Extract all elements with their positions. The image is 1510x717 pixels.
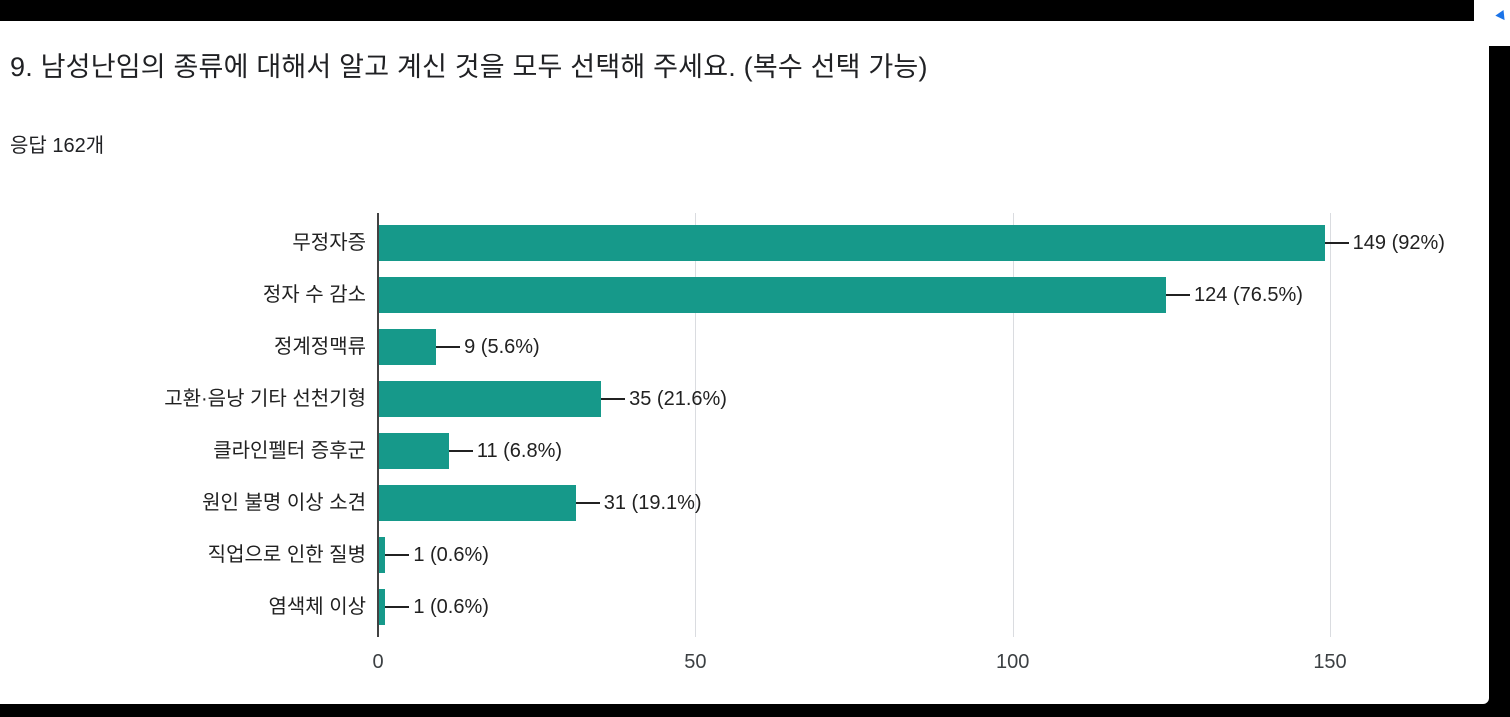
value-leader-line <box>436 346 461 348</box>
category-label: 클라인펠터 증후군 <box>213 440 366 462</box>
gridline <box>1012 213 1014 637</box>
value-label: 1 (0.6%) <box>413 596 489 618</box>
category-label: 원인 불명 이상 소견 <box>202 492 366 514</box>
category-label: 고환·음낭 기타 선천기형 <box>164 388 366 410</box>
value-leader-line <box>1165 294 1190 296</box>
bar <box>379 485 576 521</box>
value-label: 9 (5.6%) <box>464 336 540 358</box>
question-title: 9. 남성난임의 종류에 대해서 알고 계신 것을 모두 선택해 주세요. (복… <box>10 52 928 82</box>
bar <box>379 277 1166 313</box>
corner-overlay <box>1474 0 1510 46</box>
bar <box>379 381 602 417</box>
gridline <box>695 213 697 637</box>
value-label: 1 (0.6%) <box>413 544 489 566</box>
bar <box>379 329 437 365</box>
value-leader-line <box>385 554 410 556</box>
results-card: 9. 남성난임의 종류에 대해서 알고 계신 것을 모두 선택해 주세요. (복… <box>0 21 1489 704</box>
category-label: 정자 수 감소 <box>262 284 366 306</box>
axis-baseline <box>377 213 379 637</box>
value-leader-line <box>448 450 473 452</box>
gridline <box>1330 213 1331 637</box>
value-leader-line <box>385 606 410 608</box>
bar <box>379 433 449 469</box>
x-tick-label: 50 <box>684 651 707 673</box>
bar <box>379 537 386 573</box>
value-leader-line <box>1324 242 1349 244</box>
value-label: 124 (76.5%) <box>1193 284 1303 306</box>
value-leader-line <box>575 502 600 504</box>
x-tick-label: 0 <box>372 651 384 673</box>
category-label: 직업으로 인한 질병 <box>207 544 366 566</box>
bar <box>379 589 386 625</box>
category-label: 무정자증 <box>292 232 366 254</box>
category-label: 염색체 이상 <box>268 596 366 618</box>
value-label: 149 (92%) <box>1352 232 1445 254</box>
response-count: 응답 162개 <box>10 135 105 157</box>
bar-chart: 0 50 100 150 무정자증 149 (92%) 정자 수 감소 124 (76.5%)… <box>0 213 1482 685</box>
x-tick-label: 150 <box>1313 651 1347 673</box>
value-label: 35 (21.6%) <box>629 388 727 410</box>
cursor-icon <box>1495 9 1509 24</box>
bar <box>379 225 1325 261</box>
value-leader-line <box>601 398 626 400</box>
x-tick-label: 100 <box>995 651 1030 673</box>
value-label: 31 (19.1%) <box>603 492 702 514</box>
category-label: 정계정맥류 <box>274 336 366 358</box>
value-label: 11 (6.8%) <box>476 440 563 462</box>
